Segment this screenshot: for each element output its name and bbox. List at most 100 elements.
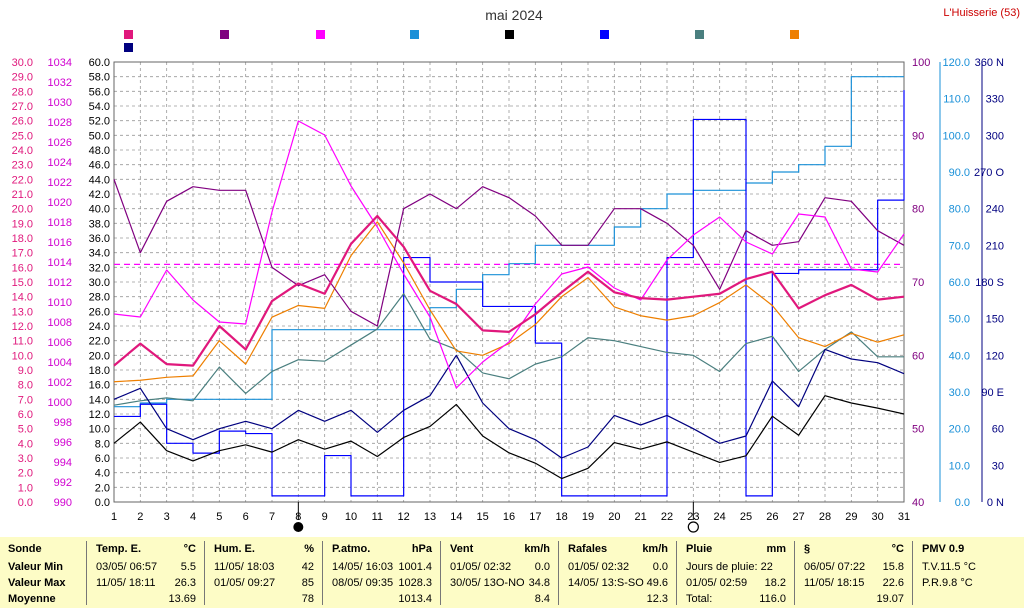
axis-x-tick: 1 [111,511,117,523]
axis-humidity-tick: 50 [912,424,924,436]
series-line-p-atmo [113,120,905,389]
axis-x-tick: 29 [845,511,857,523]
legend-swatch-pluie [410,30,419,39]
axis-x-tick: 10 [345,511,357,523]
axis-x-tick: 15 [477,511,489,523]
axis-x-tick: 4 [190,511,196,523]
series-line-temp-au-vent [113,221,905,383]
legend-swatch-vent [505,30,514,39]
axis-temp-tick: 3.0 [18,453,33,465]
axis-x-tick: 6 [243,511,249,523]
axis-speed-tick: 22.0 [89,336,110,348]
axis-pressure-tick: 1026 [48,137,72,149]
axis-pressure-tick: 1020 [48,197,72,209]
series-line-rafales [113,348,905,459]
station-label: L'Huisserie (53) [943,7,1020,19]
chart-grid [113,61,905,503]
axis-direction-tick: 90 E [981,387,1004,399]
axis-pressure-tick: 1008 [48,317,72,329]
legend-swatch-direction [600,30,609,39]
stats-cell-value: 34.8 [528,577,550,589]
axis-pressure-tick: 1000 [48,397,72,409]
series-line-hum-e [113,179,905,327]
stats-cell-when: 01/05/ 02:59 [686,577,748,589]
full-moon-icon [687,521,699,533]
series-line-direction [114,90,905,497]
stats-col-title: Sonde [8,543,42,555]
axis-temp-tick: 26.0 [12,116,33,128]
stats-cell-value: 49.6 [646,577,668,589]
axis-speed-tick: 10.0 [89,424,110,436]
axis-pressure-tick: 992 [54,477,72,489]
axis-temp-tick: 7.0 [18,394,33,406]
stats-col-7: § °C 06/05/ 07:22 15.8 11/05/ 18:15 22.6 19.07 [796,537,914,608]
axis-x-tick: 19 [582,511,594,523]
axis-rain-tick: 20.0 [949,424,970,436]
axis-temp-tick: 17.0 [12,248,33,260]
axis-pressure-tick: 1010 [48,297,72,309]
axis-temp-tick: 23.0 [12,160,33,172]
stats-col-title: Pluie [686,543,713,555]
stats-separator [676,541,677,605]
axis-temp-tick: 19.0 [12,218,33,230]
stats-col-6: Pluie mm Jours de pluie: 22 01/05/ 02:59 18.… [678,537,796,608]
series-line-pluie-cumul [114,76,904,408]
axis-pressure-tick: 1006 [48,337,72,349]
stats-col-unit: km/h [642,543,668,555]
stats-cell-value: 19.07 [876,593,904,605]
stats-col-unit: °C [183,543,196,555]
axis-rain-tick: 100.0 [942,130,970,142]
plot-frame [113,61,905,503]
axis-speed-tick: 16.0 [89,380,110,392]
axis-temp-tick: 29.0 [12,72,33,84]
axis-speed-tick: 46.0 [89,160,110,172]
stats-cell-when: 01/05/ 02:32 [450,561,512,573]
series-line-vent [113,395,905,480]
axis-speed-tick: 60.0 [89,57,110,69]
legend-swatch-temp-e [124,30,133,39]
legend-swatch-rafales [124,43,133,52]
stats-cell-when: 03/05/ 06:57 [96,561,158,573]
axis-temp-tick: 28.0 [12,86,33,98]
stats-col-title: PMV 0.9 [922,543,965,555]
stats-separator [204,541,205,605]
stats-cell-value: 0.0 [652,561,668,573]
axis-direction-tick: 60 [992,424,1004,436]
stats-cell-value: 0.0 [534,561,550,573]
axis-speed-tick: 38.0 [89,218,110,230]
axis-pressure-tick: 994 [54,457,72,469]
axis-speed-tick: 0.0 [95,497,110,509]
axis-temp-tick: 27.0 [12,101,33,113]
axis-pressure-tick: 1030 [48,97,72,109]
axis-x-tick: 2 [137,511,143,523]
stats-cell-value: 1001.4 [398,561,432,573]
stats-cell-value: 18.2 [764,577,786,589]
axis-humidity-tick: 90 [912,130,924,142]
stats-row-label: Valeur Min [8,561,64,573]
axis-pressure-tick: 1014 [48,257,72,269]
axis-speed-tick: 6.0 [95,453,110,465]
axis-speed-tick: 36.0 [89,233,110,245]
stats-col-5: Rafales km/h 01/05/ 02:32 0.0 14/05/ 13:S-SO… [560,537,678,608]
stats-col-2: Hum. E.% 11/05/ 18:03 42 01/05/ 09:27 85 78 [206,537,324,608]
axis-speed-tick: 28.0 [89,292,110,304]
stats-cell-when: 11/05/ 18:15 [804,577,865,589]
axis-speed-tick: 8.0 [95,438,110,450]
chart-title: mai 2024 [485,7,543,23]
axis-rain-tick: 110.0 [943,94,970,106]
axis-rain-tick: 90.0 [949,167,970,179]
axis-temp-tick: 22.0 [12,174,33,186]
stats-cell-when: 11/05/ 18:03 [214,561,275,573]
stats-cell-value: 5.5 [180,561,196,573]
stats-cell-value: 116.0 [759,593,786,605]
axis-temp-tick: 12.0 [12,321,33,333]
axis-x-tick: 30 [872,511,884,523]
axis-rain-tick: 10.0 [949,460,970,472]
axis-temp-tick: 5.0 [18,424,33,436]
axis-direction-tick: 180 S [975,277,1004,289]
axis-pressure-tick: 1034 [48,57,72,69]
stats-cell-when: P.R.9.8 °C [922,577,973,589]
axis-temp-tick: 20.0 [12,204,33,216]
series-line-p-de-ros-e [113,293,904,406]
stats-cell-when: Jours de pluie: 22 [686,561,773,573]
